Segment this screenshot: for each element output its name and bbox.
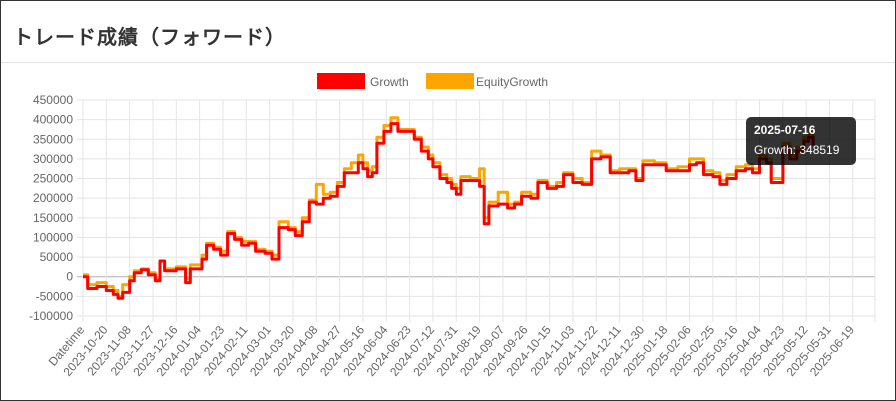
chart-legend[interactable]: Growth EquityGrowth — [317, 73, 548, 89]
y-tick-label: -100000 — [29, 309, 73, 323]
series-lines — [83, 116, 815, 300]
title-divider — [1, 62, 895, 63]
x-axis: Datetime2023-10-202023-11-082023-11-2720… — [46, 323, 858, 379]
tooltip-date: 2025-07-16 — [754, 123, 816, 137]
y-axis: 450000 400000 350000 300000 250000 200000 1500… — [29, 93, 73, 323]
y-tick-label: 150000 — [33, 211, 73, 225]
y-tick-label: 200000 — [33, 191, 73, 205]
tooltip-value: Growth: 348519 — [754, 143, 840, 157]
y-tick-label: 300000 — [33, 152, 73, 166]
y-tick-label: 100000 — [33, 230, 73, 244]
y-tick-label: 0 — [66, 270, 73, 284]
legend-swatch — [317, 73, 365, 89]
legend-label: EquityGrowth — [476, 75, 548, 89]
y-tick-label: 350000 — [33, 132, 73, 146]
y-tick-label: 50000 — [40, 250, 74, 264]
y-tick-label: -50000 — [36, 289, 74, 303]
legend-item-equitygrowth[interactable]: EquityGrowth — [426, 73, 548, 89]
legend-label: Growth — [370, 75, 409, 89]
y-tick-label: 400000 — [33, 113, 73, 127]
chart-tooltip: 2025-07-16 Growth: 348519 — [746, 117, 856, 165]
y-tick-label: 250000 — [33, 172, 73, 186]
legend-item-growth[interactable]: Growth — [317, 73, 409, 89]
page-title: トレード成績（フォワード） — [13, 27, 286, 49]
chart-grid — [77, 99, 876, 322]
series-line-growth — [83, 122, 815, 300]
tooltip-box — [746, 117, 856, 165]
legend-swatch — [426, 73, 474, 89]
y-tick-label: 450000 — [33, 93, 73, 107]
